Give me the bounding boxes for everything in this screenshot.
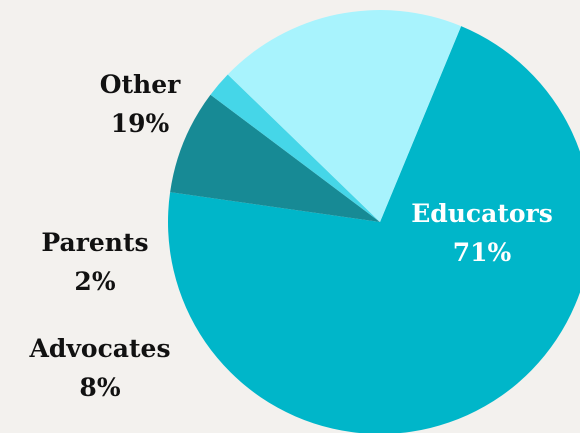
slice-percent-educators: 71% <box>453 238 512 267</box>
slice-label-parents: Parents <box>41 228 148 257</box>
pie-slice-advocates <box>170 94 380 222</box>
slice-percent-other: 19% <box>111 109 170 138</box>
slice-label-educators: Educators <box>411 199 553 228</box>
pie-slice-other <box>227 9 462 223</box>
slice-percent-parents: 2% <box>74 267 115 296</box>
slice-percent-advocates: 8% <box>79 373 120 402</box>
pie-slice-educators <box>168 26 580 433</box>
pie-slice-parents <box>210 74 380 222</box>
slice-label-advocates: Advocates <box>28 334 170 363</box>
slice-label-other: Other <box>100 70 181 99</box>
